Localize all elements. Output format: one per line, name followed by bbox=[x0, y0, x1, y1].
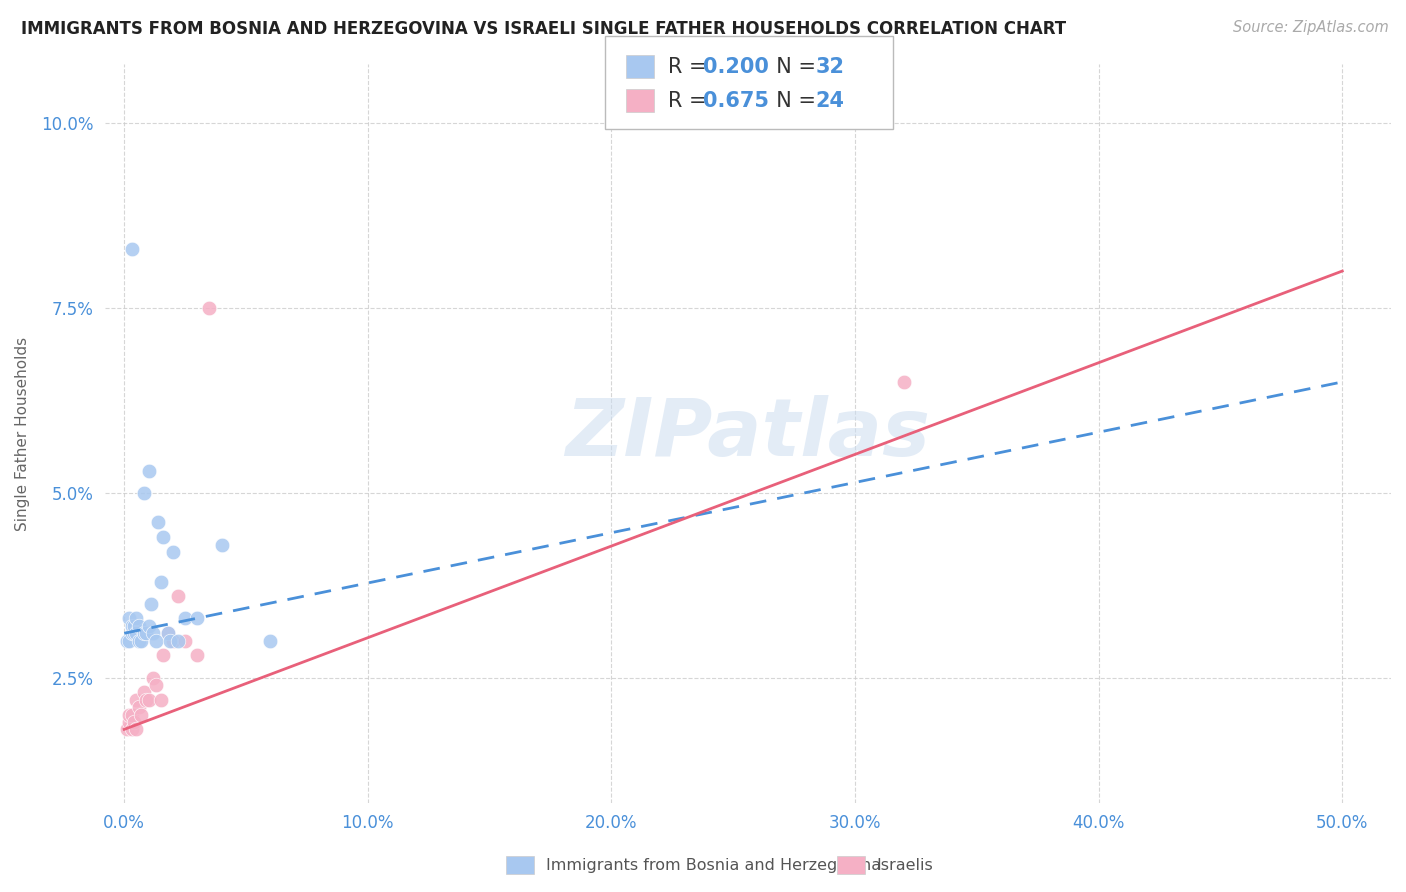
Text: 32: 32 bbox=[815, 57, 845, 77]
Point bbox=[142, 671, 165, 685]
Point bbox=[138, 619, 160, 633]
Point bbox=[118, 611, 141, 625]
Text: ZIPatlas: ZIPatlas bbox=[565, 394, 931, 473]
Point bbox=[159, 633, 181, 648]
Point bbox=[128, 633, 150, 648]
Point bbox=[186, 611, 208, 625]
Point bbox=[198, 301, 221, 315]
Text: 0.200: 0.200 bbox=[703, 57, 769, 77]
Point bbox=[128, 619, 150, 633]
Point bbox=[152, 648, 174, 663]
Point bbox=[157, 626, 180, 640]
Text: N =: N = bbox=[763, 91, 823, 111]
Point bbox=[174, 633, 197, 648]
Point bbox=[152, 530, 174, 544]
Text: 0.675: 0.675 bbox=[703, 91, 769, 111]
Point bbox=[121, 707, 143, 722]
Point bbox=[118, 707, 141, 722]
Point bbox=[149, 693, 172, 707]
Point bbox=[132, 626, 155, 640]
Point bbox=[893, 375, 915, 389]
Point bbox=[149, 574, 172, 589]
Point bbox=[125, 626, 148, 640]
Point bbox=[186, 648, 208, 663]
Point bbox=[122, 626, 145, 640]
Point bbox=[148, 516, 170, 530]
Text: 24: 24 bbox=[815, 91, 845, 111]
Point bbox=[142, 626, 165, 640]
Point bbox=[122, 714, 145, 729]
Text: Source: ZipAtlas.com: Source: ZipAtlas.com bbox=[1233, 20, 1389, 35]
Point bbox=[115, 723, 138, 737]
Point bbox=[166, 633, 188, 648]
Point bbox=[118, 714, 141, 729]
Point bbox=[157, 626, 180, 640]
Text: N =: N = bbox=[763, 57, 823, 77]
Point bbox=[174, 611, 197, 625]
Point bbox=[162, 633, 184, 648]
Point bbox=[118, 633, 141, 648]
Point bbox=[259, 633, 281, 648]
Text: IMMIGRANTS FROM BOSNIA AND HERZEGOVINA VS ISRAELI SINGLE FATHER HOUSEHOLDS CORRE: IMMIGRANTS FROM BOSNIA AND HERZEGOVINA V… bbox=[21, 20, 1066, 37]
Point bbox=[129, 633, 152, 648]
Text: R =: R = bbox=[668, 57, 713, 77]
Point bbox=[125, 693, 148, 707]
Point bbox=[129, 707, 152, 722]
Point bbox=[211, 537, 233, 551]
Point bbox=[139, 597, 162, 611]
Point bbox=[125, 723, 148, 737]
Point bbox=[122, 619, 145, 633]
Point bbox=[145, 678, 167, 692]
Point bbox=[121, 242, 143, 256]
Point bbox=[121, 619, 143, 633]
Y-axis label: Single Father Households: Single Father Households bbox=[15, 336, 30, 531]
Point bbox=[115, 633, 138, 648]
Point bbox=[132, 685, 155, 699]
Point bbox=[125, 611, 148, 625]
Point bbox=[162, 545, 184, 559]
Point bbox=[121, 626, 143, 640]
Text: Immigrants from Bosnia and Herzegovina: Immigrants from Bosnia and Herzegovina bbox=[546, 858, 880, 872]
Point bbox=[166, 590, 188, 604]
Text: R =: R = bbox=[668, 91, 713, 111]
Point bbox=[138, 693, 160, 707]
Point bbox=[135, 626, 157, 640]
Point bbox=[135, 693, 157, 707]
Point bbox=[128, 700, 150, 714]
Point bbox=[132, 485, 155, 500]
Point bbox=[121, 723, 143, 737]
Text: Israelis: Israelis bbox=[876, 858, 932, 872]
Point bbox=[138, 464, 160, 478]
Point bbox=[145, 633, 167, 648]
